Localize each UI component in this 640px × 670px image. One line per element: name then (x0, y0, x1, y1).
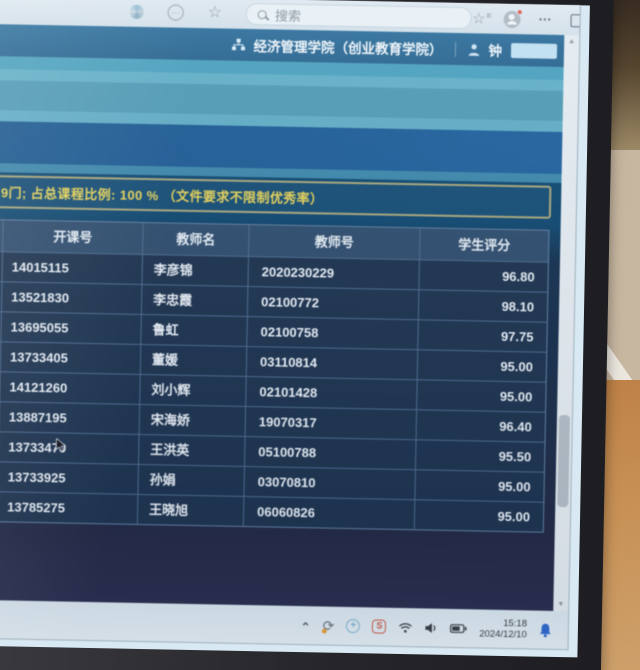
mouse-cursor (55, 438, 67, 452)
table-cell-course-no: 13695055 (0, 312, 141, 344)
table-cell-score: 95.00 (414, 470, 544, 502)
user-icon (468, 43, 479, 56)
org-sitemap-icon (231, 38, 245, 51)
browser-toolbar-left: ⋯ ☆ 搜索 (129, 1, 473, 30)
table-body: 14015115 李彦锦 2020230229 96.80 13521830 李… (0, 250, 548, 532)
table-cell-score: 95.50 (414, 440, 545, 472)
table-cell-teacher-no: 05100788 (243, 436, 416, 470)
wifi-icon[interactable] (398, 621, 413, 633)
search-input[interactable]: 搜索 (245, 2, 473, 30)
browser-menu-icon[interactable]: ⋯ (538, 11, 553, 27)
tray-expand-icon[interactable]: ⌃ (300, 619, 311, 634)
monitor-screen: ⋯ ☆ 搜索 ☆ ≡ (0, 0, 590, 657)
screen-viewport: ⋯ ☆ 搜索 ☆ ≡ (0, 0, 581, 650)
clock-date: 2024/12/10 (479, 628, 527, 641)
table-header-teacher-no: 教师号 (248, 225, 420, 260)
table-cell-score: 96.40 (415, 410, 546, 442)
scroll-up-icon[interactable]: ▲ (568, 38, 576, 46)
summary-bar: : 9门; 占总课程比例: 100 % （文件要求不限制优秀率） (0, 174, 552, 219)
table-cell-course-no: 13521830 (0, 282, 142, 314)
table-cell-score: 95.00 (416, 350, 547, 382)
table-cell-teacher-name: 鲁虹 (140, 314, 247, 346)
table-cell-course-no: 13733925 (0, 462, 138, 494)
favorite-star-icon[interactable]: ☆ (207, 4, 223, 22)
table-cell-teacher-name: 李忠霞 (140, 284, 248, 316)
user-name[interactable]: 钟 (488, 43, 503, 59)
table-cell-course-no: 13733405 (0, 342, 141, 374)
site-header: 经济管理学院（创业教育学院） 钟 (0, 23, 580, 68)
table-cell-teacher-name: 李彦锦 (141, 254, 248, 286)
sync-tray-icon[interactable]: ⟳ (322, 617, 335, 634)
org-label[interactable]: 经济管理学院（创业教育学院） (253, 39, 443, 58)
table-cell-score: 96.80 (418, 260, 548, 292)
notification-dot (516, 8, 523, 15)
favorites-star-glyph: ☆ (471, 10, 486, 28)
page-main: : 9门; 占总课程比例: 100 % （文件要求不限制优秀率） 开课号 教师名… (0, 171, 577, 613)
clock-time: 15:18 (503, 617, 528, 630)
course-table: 开课号 教师名 教师号 学生评分 14015115 李彦锦 2020230229… (0, 218, 550, 533)
s-app-tray-icon[interactable]: S (372, 619, 387, 634)
table-cell-teacher-name: 王晓旭 (136, 494, 244, 526)
table-cell-teacher-name: 王洪英 (138, 434, 245, 466)
table-cell-teacher-no: 06060826 (242, 496, 415, 530)
table-cell-teacher-no: 02101428 (245, 376, 417, 410)
search-placeholder: 搜索 (274, 7, 302, 24)
notification-bell-icon[interactable] (539, 622, 552, 637)
scroll-down-icon[interactable]: ▼ (557, 601, 565, 609)
table-cell-teacher-no: 2020230229 (247, 257, 419, 290)
table-header-score: 学生评分 (418, 228, 549, 262)
avatar-body (506, 20, 517, 31)
extensions-icon[interactable]: ⋯ (167, 4, 184, 21)
table-cell-score: 97.75 (417, 320, 547, 352)
header-divider (454, 41, 456, 57)
table-cell-course-no: 13733470 (0, 432, 139, 464)
favorites-list-icon[interactable]: ☆ ≡ (471, 9, 492, 28)
table-header-teacher-name: 教师名 (142, 222, 249, 257)
table-cell-teacher-name: 刘小辉 (139, 374, 246, 406)
redacted-name (510, 42, 558, 59)
table-cell-course-no: 14121260 (0, 372, 140, 404)
search-icon (257, 9, 268, 19)
table-cell-teacher-no: 19070317 (244, 406, 417, 440)
table-cell-course-no: 13785275 (0, 492, 138, 524)
health-tray-icon[interactable]: + (346, 618, 361, 634)
table-cell-score: 98.10 (417, 290, 548, 322)
browser-favicon-icon[interactable] (129, 4, 144, 19)
table-header-course-no: 开课号 (2, 220, 143, 254)
speaker-icon[interactable] (425, 622, 438, 633)
browser-profile-avatar[interactable] (503, 8, 523, 27)
table-cell-teacher-no: 03110814 (245, 346, 418, 380)
table-cell-score: 95.00 (413, 500, 544, 532)
table-cell-course-no: 14015115 (1, 252, 143, 284)
table-cell-score: 95.00 (416, 380, 546, 412)
table-cell-teacher-no: 02100758 (246, 316, 418, 350)
os-taskbar: ⌃ ⟳ + S 15:18 (0, 599, 569, 650)
scrollbar-thumb[interactable] (557, 415, 571, 508)
table-cell-course-no: 13887195 (0, 402, 140, 434)
table-cell-teacher-no: 02100772 (246, 286, 419, 320)
favorites-lines-glyph: ≡ (486, 10, 492, 21)
taskbar-clock[interactable]: 15:18 2024/12/10 (479, 617, 528, 641)
browser-toolbar-right: ☆ ≡ ⋯ (471, 8, 581, 29)
avatar-head (508, 13, 516, 20)
table-cell-teacher-name: 宋海娇 (138, 404, 246, 436)
table-cell-teacher-name: 董媛 (139, 344, 247, 376)
sidebar-panel-icon[interactable] (570, 13, 581, 27)
table-cell-teacher-name: 孙娟 (137, 464, 244, 496)
table-cell-teacher-no: 03070810 (243, 466, 415, 500)
summary-text: : 9门; 占总课程比例: 100 % （文件要求不限制优秀率） (0, 185, 324, 207)
battery-icon[interactable] (450, 623, 467, 633)
